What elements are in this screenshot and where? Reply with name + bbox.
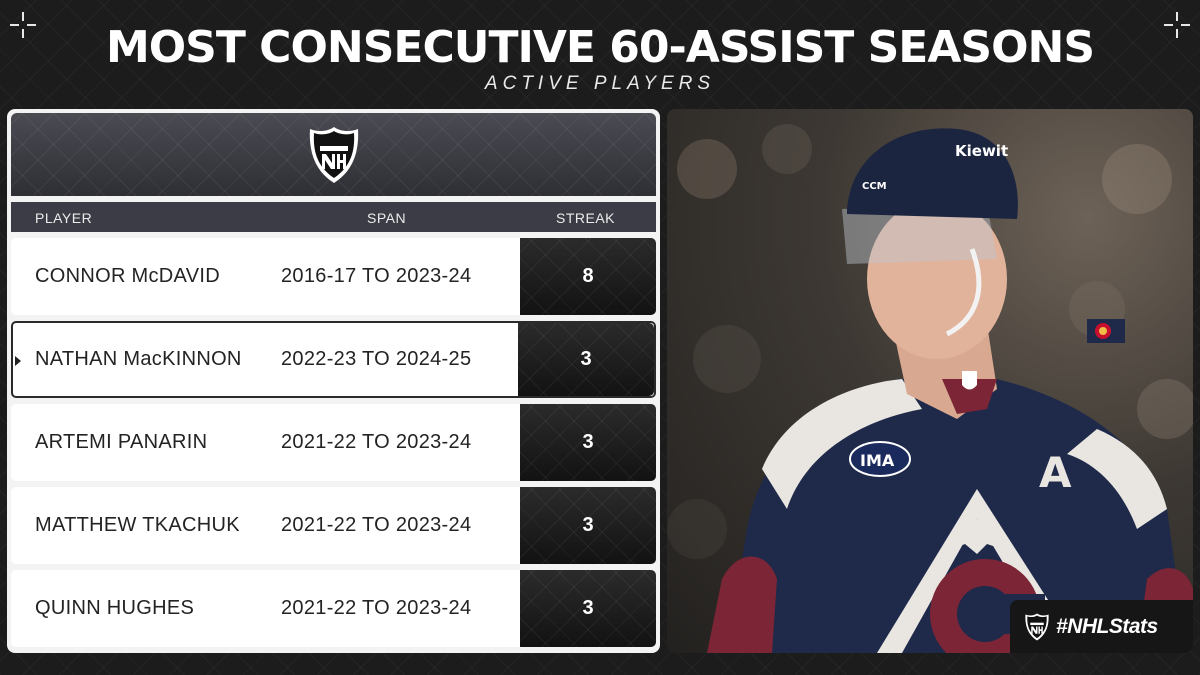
table-body: CONNOR McDAVID 2016-17 TO 2023-24 8 NATH…: [11, 238, 656, 647]
column-header-streak: STREAK: [556, 210, 616, 226]
row-pointer-icon: [15, 356, 21, 366]
streak-value: 3: [520, 404, 656, 481]
column-header-span: SPAN: [367, 210, 407, 226]
streak-value: 3: [520, 487, 656, 564]
crosshair-icon: [1164, 12, 1190, 38]
page-title: MOST CONSECUTIVE 60-ASSIST SEASONS: [105, 22, 1095, 73]
player-name: MATTHEW TKACHUK: [35, 514, 240, 536]
crosshair-icon: [10, 12, 36, 38]
season-span: 2021-22 TO 2023-24: [281, 514, 472, 536]
captain-letter: A: [1039, 448, 1072, 497]
player-name: NATHAN MacKINNON: [35, 348, 242, 370]
stats-table: PLAYER SPAN STREAK CONNOR McDAVID 2016-1…: [7, 109, 660, 653]
player-name: ARTEMI PANARIN: [35, 431, 208, 453]
table-row: QUINN HUGHES 2021-22 TO 2023-24 3: [11, 570, 656, 647]
column-header-player: PLAYER: [35, 210, 93, 226]
helmet-brand-text: CCM: [862, 181, 887, 192]
table-row-highlighted: NATHAN MacKINNON 2022-23 TO 2024-25 3: [11, 321, 656, 398]
nhl-shield-icon: [309, 126, 358, 183]
page-subtitle: ACTIVE PLAYERS: [484, 73, 716, 94]
streak-value: 3: [520, 570, 656, 647]
season-span: 2016-17 TO 2023-24: [281, 265, 472, 287]
streak-value: 8: [520, 238, 656, 315]
hashtag-text: #NHLStats: [1056, 614, 1158, 638]
table-row: MATTHEW TKACHUK 2021-22 TO 2023-24 3: [11, 487, 656, 564]
player-name: QUINN HUGHES: [35, 597, 195, 619]
streak-value: 3: [518, 323, 654, 396]
season-span: 2022-23 TO 2024-25: [281, 348, 472, 370]
helmet-sponsor-text: Kiewit: [955, 142, 1008, 160]
table-row: ARTEMI PANARIN 2021-22 TO 2023-24 3: [11, 404, 656, 481]
season-span: 2021-22 TO 2023-24: [281, 431, 472, 453]
player-photo: CCM Kiewit IMA A: [667, 109, 1193, 653]
table-row: CONNOR McDAVID 2016-17 TO 2023-24 8: [11, 238, 656, 315]
column-header-row: PLAYER SPAN STREAK: [11, 202, 656, 232]
table-banner: [11, 113, 656, 196]
player-name: CONNOR McDAVID: [35, 265, 220, 287]
hockey-player-illustration: CCM Kiewit IMA A: [667, 124, 1193, 653]
hashtag-badge: #NHLStats: [1010, 600, 1193, 653]
season-span: 2021-22 TO 2023-24: [281, 597, 472, 619]
nhl-shield-icon: [1025, 613, 1049, 640]
jersey-patch-text: IMA: [860, 451, 895, 470]
